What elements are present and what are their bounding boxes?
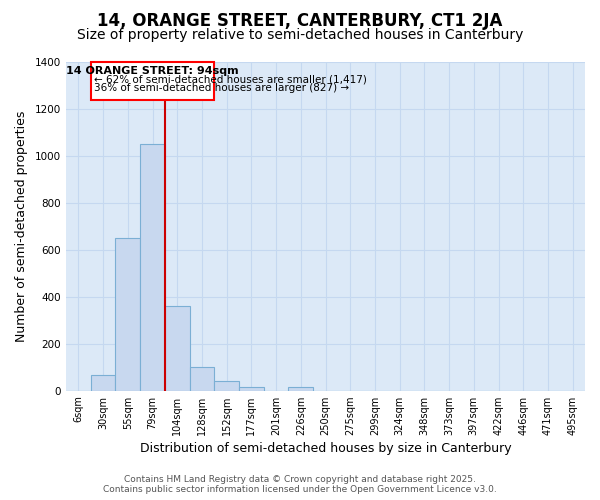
- FancyBboxPatch shape: [91, 62, 214, 100]
- Text: Contains HM Land Registry data © Crown copyright and database right 2025.
Contai: Contains HM Land Registry data © Crown c…: [103, 474, 497, 494]
- Bar: [239, 387, 264, 390]
- Bar: [289, 387, 313, 390]
- Bar: [214, 382, 239, 390]
- Bar: [190, 367, 214, 390]
- Bar: [165, 306, 190, 390]
- Text: 14 ORANGE STREET: 94sqm: 14 ORANGE STREET: 94sqm: [66, 66, 239, 76]
- Bar: [91, 376, 115, 390]
- Text: 36% of semi-detached houses are larger (827) →: 36% of semi-detached houses are larger (…: [94, 83, 350, 93]
- Text: ← 62% of semi-detached houses are smaller (1,417): ← 62% of semi-detached houses are smalle…: [94, 74, 367, 84]
- Bar: [140, 144, 165, 390]
- Text: Size of property relative to semi-detached houses in Canterbury: Size of property relative to semi-detach…: [77, 28, 523, 42]
- Y-axis label: Number of semi-detached properties: Number of semi-detached properties: [15, 110, 28, 342]
- X-axis label: Distribution of semi-detached houses by size in Canterbury: Distribution of semi-detached houses by …: [140, 442, 511, 455]
- Text: 14, ORANGE STREET, CANTERBURY, CT1 2JA: 14, ORANGE STREET, CANTERBURY, CT1 2JA: [97, 12, 503, 30]
- Bar: [115, 238, 140, 390]
